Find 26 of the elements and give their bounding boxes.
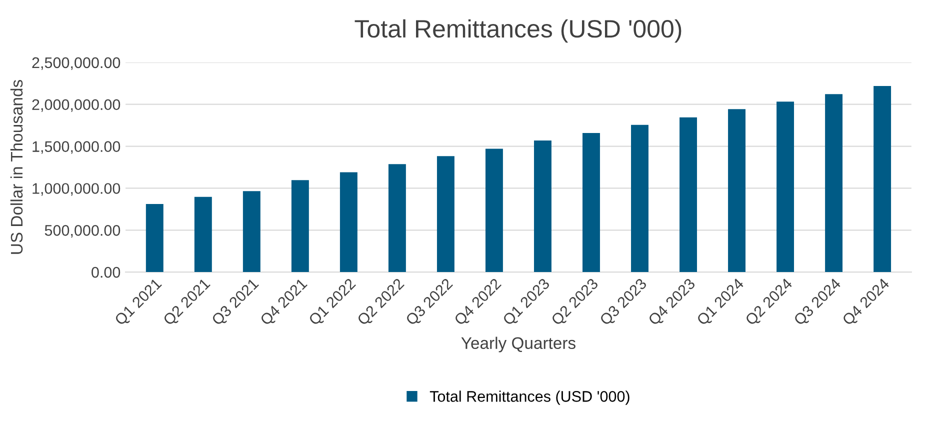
legend-label: Total Remittances (USD '000) (430, 390, 630, 405)
bar (631, 124, 648, 272)
y-tick-label: 2,500,000.00 (32, 57, 120, 70)
bar (194, 196, 212, 272)
y-tick-label: 1,000,000.00 (32, 183, 120, 196)
bar (680, 117, 697, 272)
bar (825, 94, 843, 272)
chart-title: Total Remittances (USD '000) (354, 19, 682, 43)
bar (242, 191, 260, 272)
bar (388, 164, 406, 272)
bar (436, 156, 454, 272)
y-tick-label: 500,000.00 (44, 225, 120, 238)
x-axis-title: Yearly Quarters (461, 336, 576, 352)
bar (340, 172, 358, 272)
y-tick-label: 0.00 (92, 266, 120, 278)
bar (776, 102, 794, 272)
bar (728, 109, 746, 272)
y-tick-label: 1,500,000.00 (32, 141, 120, 154)
bar (485, 148, 503, 272)
y-tick-label: 2,000,000.00 (32, 99, 120, 112)
bar (874, 86, 892, 272)
bar (291, 180, 309, 272)
bar (582, 133, 600, 272)
bar (146, 204, 164, 272)
y-axis-title: US Dollar in Thousands (10, 80, 23, 254)
bar (534, 140, 552, 272)
